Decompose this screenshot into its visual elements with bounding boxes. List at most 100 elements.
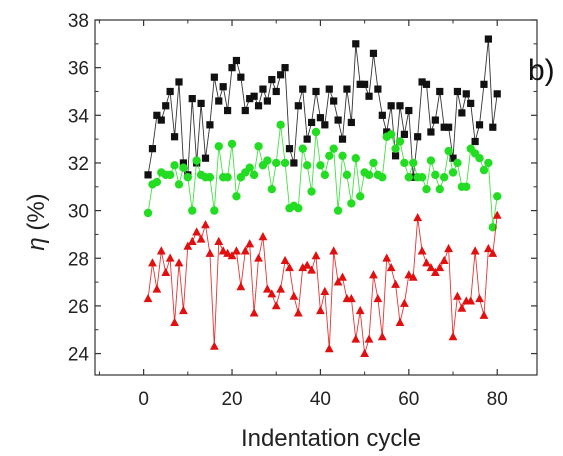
series-circle	[143, 120, 502, 232]
data-point-circle	[444, 146, 453, 156]
data-point-square	[162, 102, 170, 110]
data-point-triangle	[466, 296, 476, 305]
x-tick-label: 20	[221, 389, 242, 410]
data-point-circle	[386, 130, 396, 139]
y-tick-label: 24	[68, 345, 90, 366]
data-point-circle	[205, 173, 215, 182]
data-point-square	[197, 99, 205, 107]
data-point-triangle	[170, 317, 179, 326]
data-point-circle	[227, 139, 237, 149]
data-point-square	[237, 73, 245, 81]
data-point-circle	[263, 156, 272, 165]
data-point-triangle	[148, 258, 157, 267]
data-point-triangle	[223, 248, 232, 257]
data-point-circle	[245, 163, 254, 172]
data-point-circle	[272, 158, 281, 168]
data-point-square	[268, 75, 276, 84]
data-point-circle	[316, 161, 325, 170]
data-point-square	[480, 80, 488, 88]
data-point-square	[449, 154, 457, 162]
data-point-square	[215, 97, 223, 105]
data-point-square	[188, 95, 196, 103]
data-point-square	[179, 159, 187, 167]
y-tick-label: 28	[68, 249, 89, 270]
data-point-triangle	[391, 279, 400, 288]
data-point-square	[431, 116, 439, 124]
data-point-square	[396, 102, 404, 110]
data-point-triangle	[245, 239, 255, 248]
data-point-square	[445, 123, 453, 131]
data-point-triangle	[267, 289, 277, 298]
data-point-triangle	[320, 286, 330, 296]
data-point-circle	[400, 158, 409, 168]
data-point-square	[232, 56, 241, 65]
data-point-triangle	[307, 265, 316, 274]
data-point-circle	[311, 127, 321, 137]
data-point-triangle	[488, 248, 498, 257]
data-point-square	[254, 102, 263, 110]
data-point-circle	[165, 170, 175, 180]
data-point-triangle	[254, 253, 263, 262]
data-point-circle	[342, 170, 352, 180]
data-point-square	[387, 102, 395, 110]
data-point-circle	[183, 173, 193, 182]
data-point-circle	[493, 192, 502, 201]
data-point-circle	[280, 158, 290, 168]
data-point-square	[321, 121, 329, 129]
data-point-triangle	[302, 260, 312, 269]
data-point-circle	[378, 173, 387, 182]
data-point-circle	[475, 153, 484, 163]
data-point-circle	[188, 206, 197, 215]
data-point-square	[330, 97, 338, 105]
data-point-triangle	[316, 305, 325, 315]
data-point-triangle	[333, 277, 343, 286]
data-point-circle	[484, 158, 493, 168]
data-point-square	[405, 106, 413, 115]
data-point-square	[144, 171, 152, 179]
data-point-triangle	[413, 212, 423, 222]
data-point-circle	[404, 173, 414, 182]
data-point-square	[246, 95, 254, 103]
data-point-square	[436, 87, 444, 96]
series-triangle	[143, 210, 502, 357]
y-tick-label: 34	[68, 106, 90, 127]
data-point-circle	[170, 161, 179, 170]
data-point-triangle	[280, 255, 290, 265]
data-point-triangle	[426, 262, 436, 272]
data-point-circle	[333, 206, 343, 215]
data-point-square	[383, 128, 391, 136]
data-point-square	[489, 123, 497, 131]
data-point-circle	[356, 192, 365, 201]
data-point-square	[400, 130, 408, 138]
data-point-triangle	[201, 220, 210, 229]
series-line	[147, 39, 498, 178]
data-point-circle	[338, 151, 347, 161]
data-point-triangle	[444, 243, 453, 253]
data-point-triangle	[187, 236, 197, 245]
x-axis-title: Indentation cycle	[241, 425, 421, 452]
data-point-circle	[232, 192, 241, 201]
data-point-square	[347, 118, 355, 127]
data-point-square	[361, 80, 369, 88]
data-point-square	[294, 102, 302, 110]
data-point-circle	[479, 165, 489, 175]
data-point-triangle	[479, 310, 489, 319]
data-point-square	[458, 109, 466, 117]
data-point-triangle	[395, 317, 405, 326]
data-point-square	[378, 111, 386, 119]
data-point-triangle	[475, 293, 484, 303]
data-point-triangle	[360, 348, 370, 357]
data-point-circle	[298, 144, 307, 153]
data-point-circle	[223, 173, 232, 182]
data-point-triangle	[329, 246, 339, 255]
x-tick-label: 0	[138, 389, 149, 410]
data-point-triangle	[161, 267, 171, 276]
data-point-circle	[192, 156, 201, 165]
data-point-triangle	[258, 232, 268, 241]
data-point-circle	[307, 187, 316, 196]
data-point-triangle	[289, 291, 299, 300]
data-point-triangle	[196, 234, 206, 243]
data-point-square	[325, 85, 333, 93]
data-point-square	[175, 78, 183, 86]
data-point-circle	[143, 208, 153, 218]
